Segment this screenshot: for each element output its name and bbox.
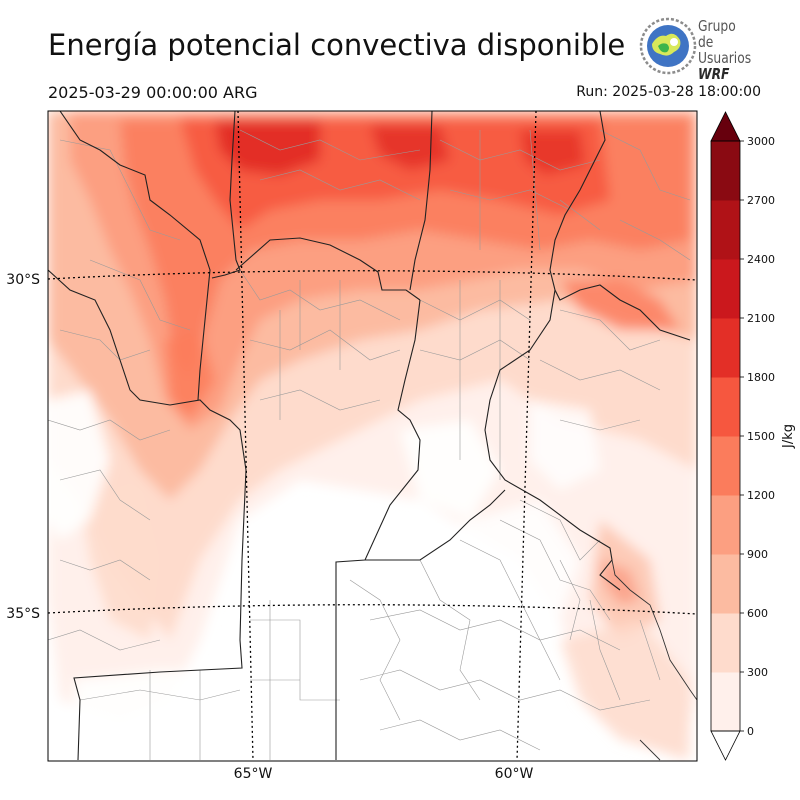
colorbar-unit-label: J/kg	[781, 424, 796, 449]
colorbar-tick-label: 2100	[747, 312, 775, 325]
colorbar-band	[711, 554, 740, 614]
colorbar-band	[711, 200, 740, 260]
colorbar-tick-label: 1500	[747, 430, 775, 443]
lon-label-60w: 60°W	[495, 766, 534, 782]
colorbar-band	[711, 259, 740, 319]
logo-line-1: Grupo de	[698, 17, 736, 51]
province-boundaries	[48, 111, 691, 761]
colorbar-band	[711, 672, 740, 732]
lat-label-35s: 35°S	[6, 606, 40, 622]
colorbar-tick-label: 2700	[747, 194, 775, 207]
graticule	[48, 111, 697, 761]
globe-icon	[639, 17, 697, 75]
wrf-users-group-logo: Grupo de Usuarios WRF	[638, 16, 758, 82]
coastline	[611, 559, 697, 761]
lat-label-30s: 30°S	[6, 272, 40, 288]
colorbar-ticks: 0 300 600 900 1200 1500 1800 2100 2400 2700 3000	[740, 135, 775, 738]
colorbar-band	[711, 377, 740, 437]
colorbar-tick-label: 3000	[747, 135, 775, 148]
colorbar-tick-label: 900	[747, 548, 768, 561]
colorbar-tick-label: 1800	[747, 371, 775, 384]
logo-line-3: WRF	[698, 65, 730, 83]
colorbar-tick-label: 600	[747, 607, 768, 620]
colorbar: 0 300 600 900 1200 1500 1800 2100 2400 2700 3000 J…	[710, 111, 796, 761]
colorbar-bands	[711, 141, 740, 732]
map-frame	[47, 110, 698, 762]
colorbar-extend-min	[710, 730, 741, 761]
colorbar-tick-label: 1200	[747, 489, 775, 502]
department-boundaries	[48, 129, 691, 760]
cape-shading	[48, 111, 697, 761]
colorbar-tick-label: 2400	[747, 253, 775, 266]
colorbar-band	[711, 318, 740, 378]
colorbar-band	[711, 141, 740, 201]
colorbar-extend-max	[710, 111, 741, 142]
colorbar-band	[711, 436, 740, 496]
logo-line-2: Usuarios	[698, 49, 752, 67]
colorbar-band	[711, 495, 740, 555]
colorbar-tick-label: 0	[747, 725, 754, 738]
map-title: Energía potencial convectiva disponible	[48, 28, 626, 62]
colorbar-tick-label: 300	[747, 666, 768, 679]
run-time: Run: 2025-03-28 18:00:00	[576, 84, 761, 100]
colorbar-band	[711, 613, 740, 673]
logo-text: Grupo de Usuarios WRF	[698, 18, 751, 82]
valid-time: 2025-03-29 00:00:00 ARG	[48, 83, 258, 102]
lon-label-65w: 65°W	[234, 766, 273, 782]
